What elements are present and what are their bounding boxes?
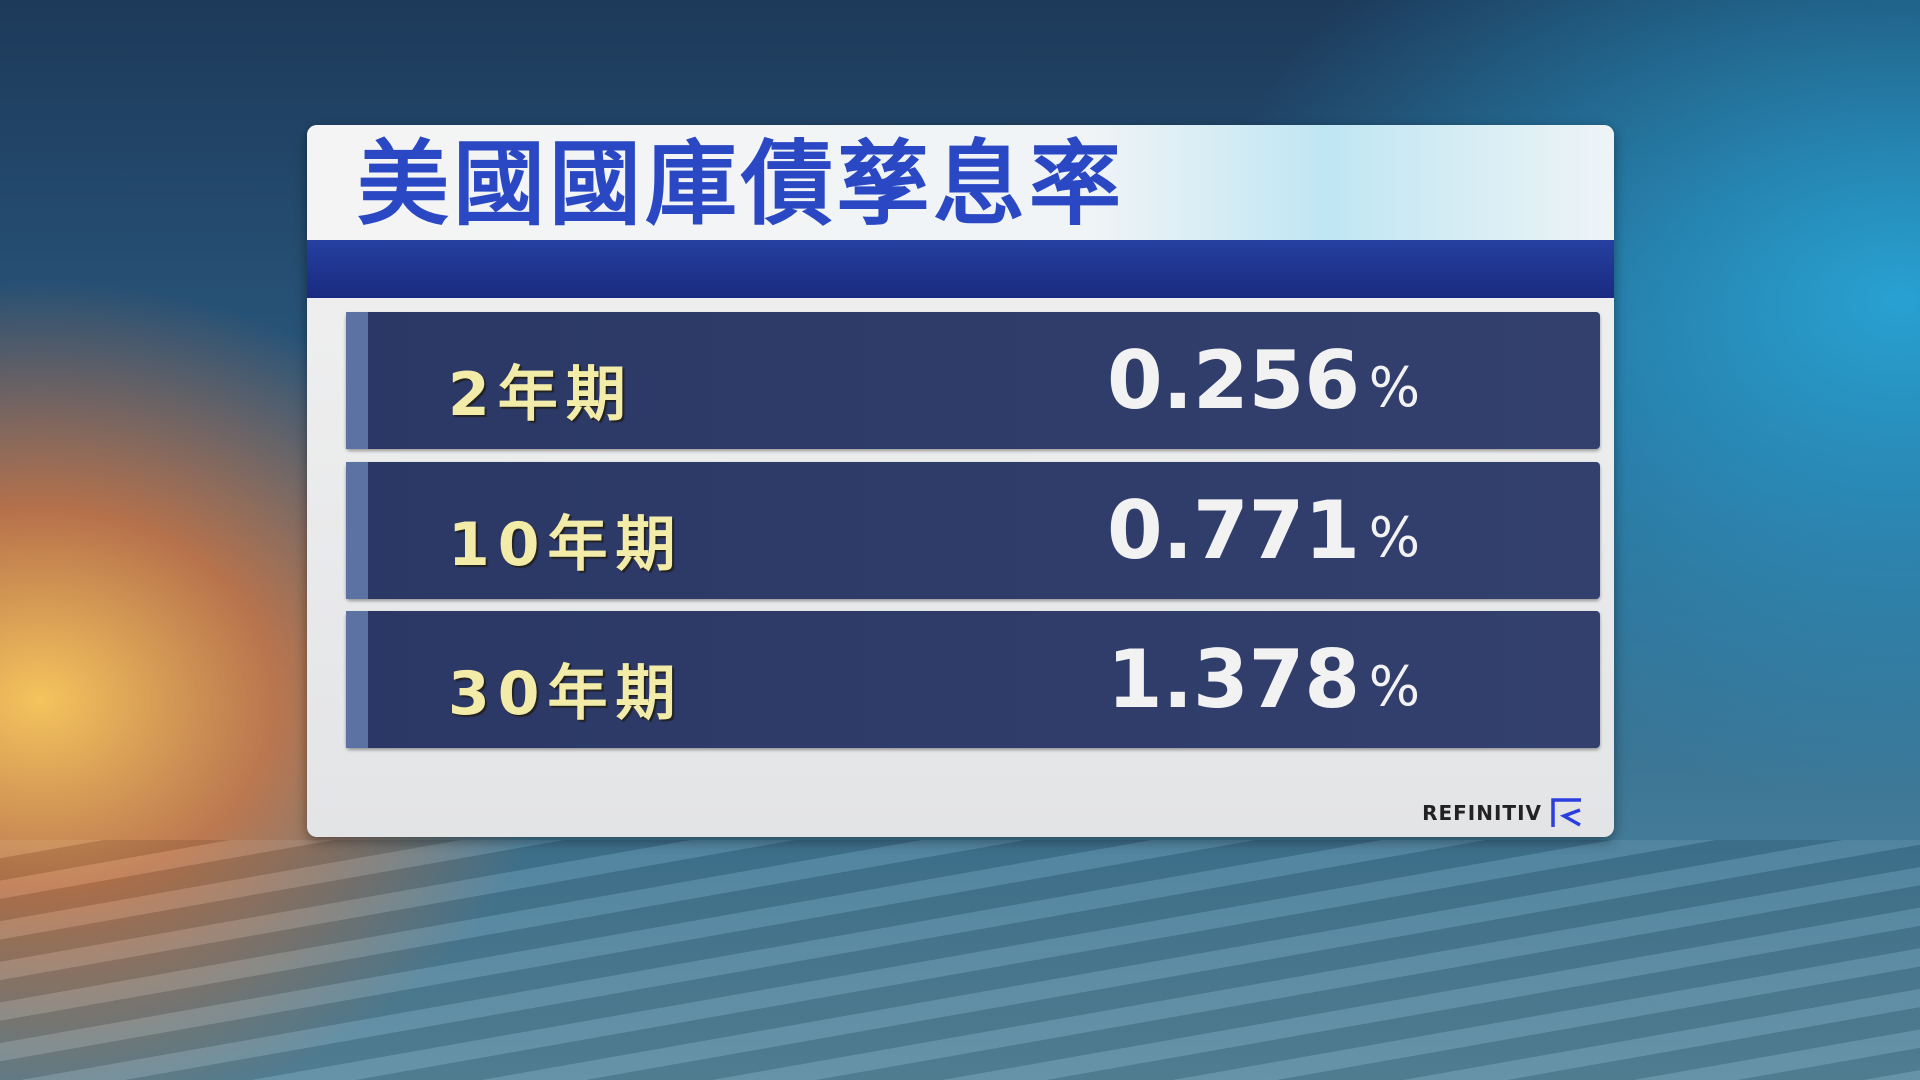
row-label: 2年期: [448, 360, 634, 430]
row-unit: %: [1368, 655, 1420, 718]
row-unit: %: [1368, 506, 1420, 569]
row-accent: [346, 312, 368, 449]
row-accent: [346, 462, 368, 599]
refinitiv-logo: REFINITIV: [1422, 797, 1584, 829]
page-title: 美國國庫債孳息率: [357, 131, 1126, 238]
table-row: 2年期 0.256 %: [346, 312, 1600, 449]
row-value: 1.378: [1106, 633, 1360, 726]
background-floor: [0, 840, 1920, 1080]
row-unit: %: [1368, 356, 1420, 419]
title-band: 美國國庫債孳息率: [307, 125, 1614, 240]
bond-yield-card: 美國國庫債孳息率 2年期 0.256 % 10年期 0.771 % 30年期 1…: [307, 125, 1614, 837]
row-label: 30年期: [448, 659, 684, 729]
row-label: 10年期: [448, 510, 684, 580]
logo-text: REFINITIV: [1422, 801, 1542, 825]
row-value: 0.256: [1106, 334, 1360, 427]
table-row: 10年期 0.771 %: [346, 462, 1600, 599]
row-accent: [346, 611, 368, 748]
refinitiv-logo-icon: [1551, 798, 1581, 827]
table-row: 30年期 1.378 %: [346, 611, 1600, 748]
header-divider-band: [307, 240, 1614, 298]
row-value: 0.771: [1106, 484, 1360, 577]
